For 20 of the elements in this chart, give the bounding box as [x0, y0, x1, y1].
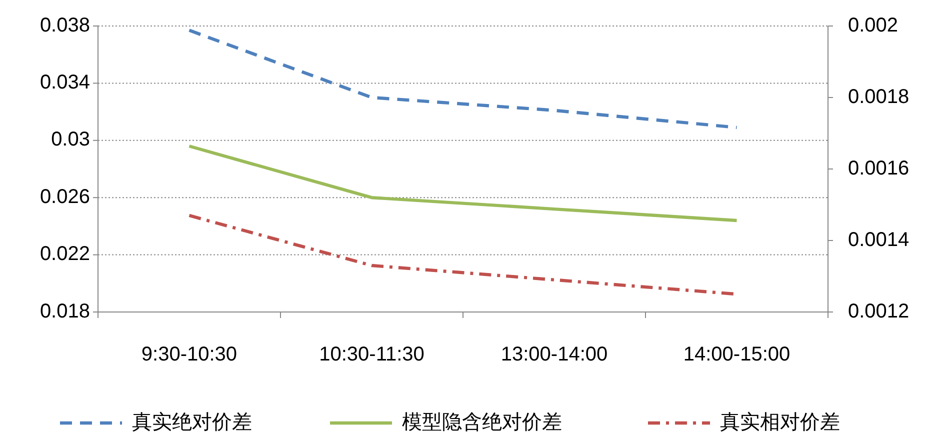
- x-tick-label: 10:30-11:30: [319, 343, 424, 366]
- y2-tick-label: 0.0014: [848, 228, 910, 251]
- line-series: [188, 28, 738, 130]
- y-tick-label: 0.018: [40, 300, 90, 322]
- y-tick-label: 0.026: [40, 186, 90, 208]
- legend-label: 真实相对价差: [720, 411, 840, 434]
- line-series: [188, 144, 738, 222]
- y-tick-label: 0.038: [40, 14, 90, 36]
- x-tick-label: 14:00-15:00: [683, 343, 790, 366]
- y2-tick-label: 0.0012: [848, 300, 910, 322]
- legend-label: 模型隐含绝对价差: [402, 411, 562, 434]
- x-tick-label: 13:00-14:00: [500, 343, 608, 366]
- y2-tick-label: 0.0016: [848, 157, 910, 180]
- y-tick-label: 0.034: [40, 71, 90, 94]
- legend-label: 真实绝对价差: [132, 411, 252, 434]
- y2-tick-label: 0.0018: [848, 86, 910, 108]
- y-tick-label: 0.03: [51, 128, 90, 151]
- y2-tick-label: 0.002: [848, 14, 898, 36]
- y-tick-label: 0.022: [40, 243, 90, 266]
- x-tick-label: 9:30-10:30: [141, 343, 238, 366]
